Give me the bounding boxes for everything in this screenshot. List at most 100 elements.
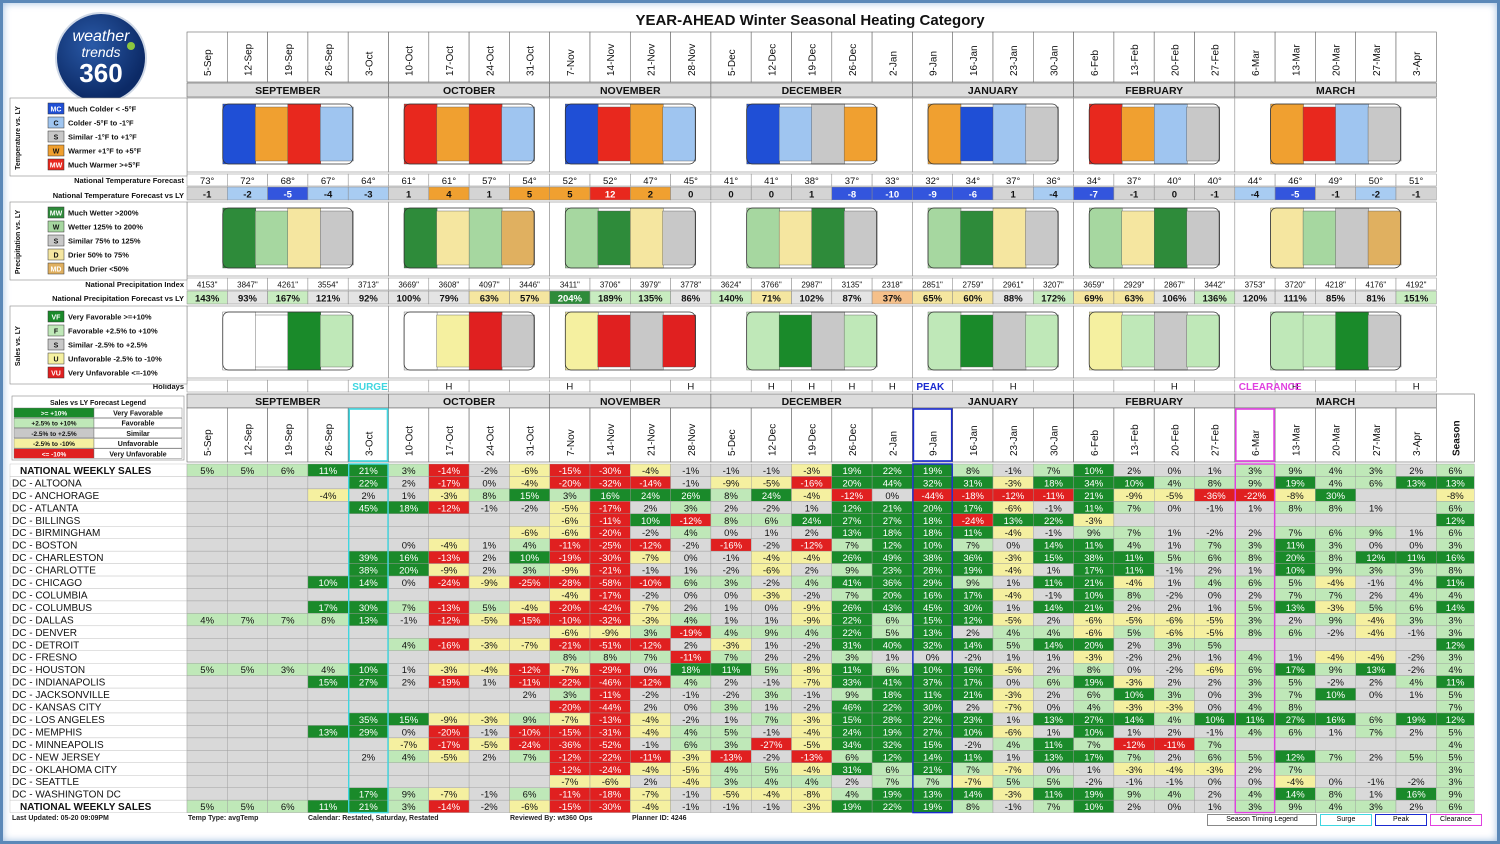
holiday-cell — [630, 379, 671, 393]
precip-index-value: 4176" — [1366, 281, 1387, 290]
us-map-region — [1153, 103, 1188, 165]
us-map-region — [630, 311, 664, 371]
week-subheader-cell — [1073, 407, 1115, 463]
sales-value: -20% — [559, 478, 582, 489]
sales-value: -7% — [803, 678, 820, 689]
sales-value: -3% — [1005, 690, 1022, 701]
sales-value: -52% — [599, 740, 622, 751]
us-map-region — [1367, 314, 1402, 368]
sales-value: 7% — [644, 653, 658, 664]
sales-cell — [509, 625, 550, 639]
sales-value: -1% — [723, 466, 740, 477]
sales-cell — [307, 563, 349, 577]
sales-value: 1% — [885, 653, 899, 664]
us-map-region — [746, 311, 780, 371]
season-total-value: 5% — [1448, 727, 1462, 738]
sales-value: 21% — [883, 503, 903, 514]
sales-cell — [1315, 638, 1356, 651]
sales-value: -25% — [518, 578, 541, 589]
precip-index-value: 3624" — [721, 281, 742, 290]
sales-value: -17% — [438, 478, 461, 489]
precip-index-value: 3753" — [1245, 281, 1266, 290]
sales-value: 1% — [764, 615, 778, 626]
sales-value: -11% — [599, 690, 621, 701]
week-header-cell — [1113, 31, 1155, 83]
temp-forecast-value: 32° — [925, 176, 940, 187]
sales-value: 20% — [883, 590, 903, 601]
sales-value: 11% — [319, 802, 338, 813]
sales-value: -6% — [1085, 615, 1102, 626]
us-map-region — [1088, 311, 1123, 371]
sales-value: 2% — [684, 603, 698, 614]
season-total-value: 16% — [1446, 553, 1466, 564]
sales-value: 4% — [1409, 678, 1423, 689]
precip-vs-ly-value: 111% — [1284, 294, 1308, 305]
temperature-legend-swatch — [47, 116, 65, 129]
week-header-label: 21-Nov — [646, 44, 657, 76]
sales-value: 28% — [883, 715, 903, 726]
sales-value: 1% — [1006, 653, 1020, 664]
us-map-region — [1121, 106, 1155, 162]
week-subheader-label: 21-Nov — [646, 424, 657, 456]
week-header-label: 31-Oct — [526, 46, 537, 76]
sales-value: 6% — [1409, 603, 1423, 614]
sales-value: 5% — [1409, 752, 1423, 763]
temp-vs-ly-value: 1 — [809, 190, 815, 201]
sales-value: 2% — [805, 528, 819, 539]
sales-value: 4% — [1248, 790, 1262, 801]
sales-value: 5% — [1288, 678, 1302, 689]
holiday-cell — [227, 379, 268, 393]
sales-value: 21% — [359, 466, 379, 477]
sales-cell — [186, 513, 228, 527]
sales-value: 1% — [1127, 727, 1141, 738]
sales-value: 17% — [359, 790, 379, 801]
precip-vs-ly-value: 92% — [359, 294, 379, 305]
sales-value: 3% — [724, 578, 738, 589]
sales-value: 10% — [319, 578, 339, 589]
sales-value: 2% — [644, 777, 658, 788]
sales-value: 5% — [1248, 603, 1262, 614]
temp-vs-ly-value: -1 — [1130, 190, 1139, 201]
sales-value: 39% — [359, 553, 379, 564]
sales-value: 14% — [1044, 541, 1064, 552]
sales-value: -15% — [518, 615, 541, 626]
sales-value: -44% — [599, 703, 622, 714]
sales-value: -7% — [1005, 703, 1022, 714]
holiday-cell — [1355, 379, 1397, 393]
week-subheader-cell — [549, 407, 591, 463]
sales-value: 6% — [845, 752, 859, 763]
sales-value: 2% — [1127, 640, 1141, 651]
sales-value: -2% — [1408, 653, 1425, 664]
sales-value: -1% — [1367, 777, 1384, 788]
sales-value: 6% — [885, 615, 899, 626]
sales-value: -7% — [400, 740, 417, 751]
precip-vs-ly-value: 57% — [520, 294, 540, 305]
sales-value: -1% — [763, 802, 780, 813]
sales-value: -13% — [438, 603, 461, 614]
footer-last-updated: Last Updated: 05-20 09:09PM — [12, 815, 109, 822]
us-map-region — [746, 207, 780, 269]
sales-value: 14% — [963, 790, 983, 801]
sales-value: 34% — [1084, 478, 1104, 489]
week-subheader-cell — [307, 407, 349, 463]
sales-value: 16% — [601, 491, 621, 502]
sales-cell — [509, 513, 550, 527]
sales-value: -2% — [1166, 665, 1183, 676]
week-subheader-label: 13-Mar — [1291, 424, 1302, 456]
week-subheader-label: 31-Oct — [526, 426, 537, 456]
sales-value: -8% — [803, 665, 820, 676]
sales-value: 5% — [241, 466, 255, 477]
sales-value: 4% — [1409, 578, 1423, 589]
season-header-cell — [1436, 393, 1475, 463]
us-map-region — [287, 311, 321, 371]
location-name: DC - SEATTLE — [12, 777, 79, 788]
precip-index-value: 3706" — [600, 281, 621, 290]
temp-forecast-value: 36° — [1046, 176, 1061, 187]
sales-value: 0% — [1208, 703, 1222, 714]
sales-value: -12% — [1123, 740, 1146, 751]
sales-value: 7% — [1208, 541, 1222, 552]
sales-value: -21% — [599, 566, 622, 577]
sales-value: -32% — [599, 478, 622, 489]
us-map-region — [1153, 207, 1188, 269]
month-header-label: NOVEMBER — [600, 396, 661, 408]
